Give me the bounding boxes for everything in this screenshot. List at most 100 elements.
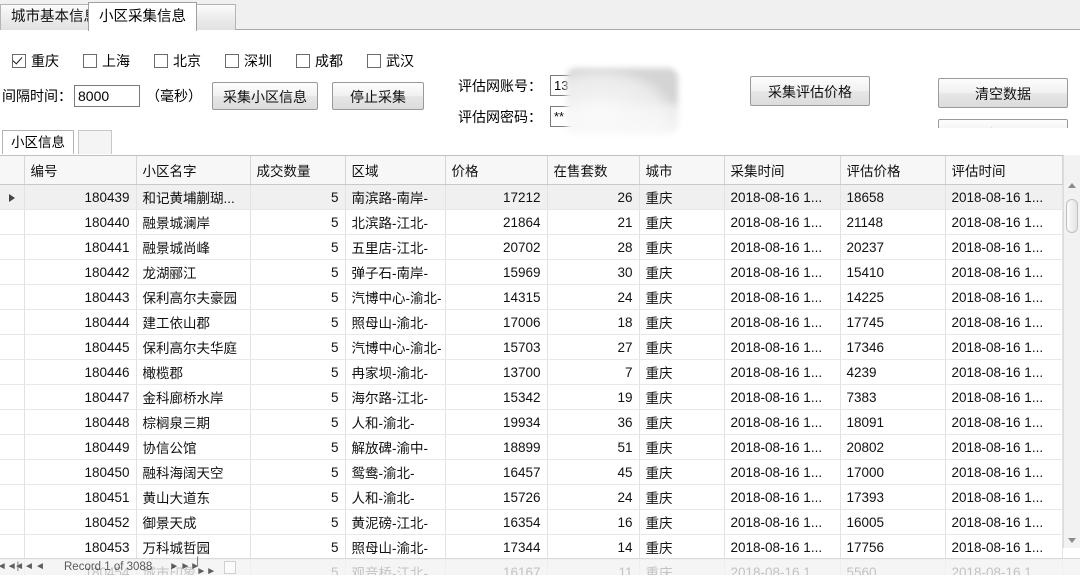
header-assess-price[interactable]: 评估价格	[840, 156, 946, 185]
cell-onsale[interactable]: 45	[547, 459, 640, 485]
nav-next-icon[interactable]: ►	[169, 561, 180, 572]
cell-id[interactable]: 180441	[24, 234, 137, 260]
cell-onsale[interactable]: 26	[547, 184, 640, 210]
cell-assess-time[interactable]: 2018-08-16 1...	[945, 484, 1063, 510]
cell-assess-time[interactable]: 2018-08-16 1...	[945, 409, 1063, 435]
checkbox-shanghai-box[interactable]	[83, 54, 97, 68]
cell-collect-time[interactable]: 2018-08-16 1...	[724, 434, 841, 460]
header-area[interactable]: 区域	[345, 156, 446, 185]
grid-tab-community-info[interactable]: 小区信息	[2, 130, 74, 154]
cell-name[interactable]: 金科廊桥水岸	[136, 384, 251, 410]
tab-community-collection-info[interactable]: 小区采集信息	[88, 2, 197, 31]
row-selector-cell[interactable]	[0, 409, 25, 435]
cell-city[interactable]: 重庆	[639, 184, 725, 210]
cell-collect-time[interactable]: 2018-08-16 1...	[724, 334, 841, 360]
cell-id[interactable]: 180443	[24, 284, 137, 310]
checkbox-wuhan-box[interactable]	[367, 54, 381, 68]
cell-id[interactable]: 180446	[24, 359, 137, 385]
cell-city[interactable]: 重庆	[639, 484, 725, 510]
nav-first-icon[interactable]: ◄◄|	[0, 561, 20, 572]
header-assess-time[interactable]: 评估时间	[945, 156, 1063, 185]
cell-assess-time[interactable]: 2018-08-16 1...	[945, 384, 1063, 410]
table-row[interactable]: 180452 御景天成 5 黄泥磅-江北- 16354 16 重庆 2018-08-16 1.…	[0, 509, 1063, 535]
cell-assess-price[interactable]: 20237	[840, 234, 946, 260]
row-selector-cell[interactable]	[0, 334, 25, 360]
cell-assess-price[interactable]: 4239	[840, 359, 946, 385]
cell-area[interactable]: 解放碑-渝中-	[345, 434, 446, 460]
cell-name[interactable]: 橄榄郡	[136, 359, 251, 385]
cell-deals[interactable]: 5	[250, 509, 346, 535]
cell-area[interactable]: 弹子石-南岸-	[345, 259, 446, 285]
row-selector-cell[interactable]	[0, 359, 25, 385]
cell-onsale[interactable]: 30	[547, 259, 640, 285]
cell-collect-time[interactable]: 2018-08-16 1...	[724, 259, 841, 285]
checkbox-shenzhen[interactable]: 深圳	[225, 51, 272, 71]
cell-area[interactable]: 五里店-江北-	[345, 234, 446, 260]
header-name[interactable]: 小区名字	[136, 156, 251, 185]
cell-area[interactable]: 照母山-渝北-	[345, 534, 446, 560]
row-selector-cell[interactable]	[0, 459, 25, 485]
cell-name[interactable]: 建工依山郡	[136, 309, 251, 335]
cell-deals[interactable]: 5	[250, 459, 346, 485]
header-id[interactable]: 编号	[24, 156, 137, 185]
cell-name[interactable]: 棕榈泉三期	[136, 409, 251, 435]
cell-collect-time[interactable]: 2018-08-16 1...	[724, 534, 841, 560]
table-row[interactable]: 180442 龙湖郦江 5 弹子石-南岸- 15969 30 重庆 2018-08-16 1.…	[0, 259, 1063, 285]
cell-assess-price[interactable]: 21148	[840, 209, 946, 235]
header-deals[interactable]: 成交数量	[250, 156, 346, 185]
cell-assess-time[interactable]: 2018-08-16 1...	[945, 184, 1063, 210]
cell-price[interactable]: 21864	[445, 209, 548, 235]
cell-deals[interactable]: 5	[250, 234, 346, 260]
checkbox-chengdu-box[interactable]	[296, 54, 310, 68]
table-row[interactable]: 180440 融景城澜岸 5 北滨路-江北- 21864 21 重庆 2018-08-16 1…	[0, 209, 1063, 235]
cell-price[interactable]: 16457	[445, 459, 548, 485]
cell-price[interactable]: 19934	[445, 409, 548, 435]
cell-assess-time[interactable]: 2018-08-16 1...	[945, 209, 1063, 235]
table-row[interactable]: 180445 保利高尔夫华庭 5 汽博中心-渝北- 15703 27 重庆 2018-08-1…	[0, 334, 1063, 360]
table-row[interactable]: 180446 橄榄郡 5 冉家坝-渝北- 13700 7 重庆 2018-08-16 1...…	[0, 359, 1063, 385]
row-selector-cell[interactable]	[0, 309, 25, 335]
cell-name[interactable]: 和记黄埔蒯瑚...	[136, 184, 251, 210]
cell-deals[interactable]: 5	[250, 434, 346, 460]
cell-assess-time[interactable]: 2018-08-16 1...	[945, 234, 1063, 260]
table-row[interactable]: 180448 棕榈泉三期 5 人和-渝北- 19934 36 重庆 2018-08-16 1.…	[0, 409, 1063, 435]
cell-deals[interactable]: 5	[250, 359, 346, 385]
cell-city[interactable]: 重庆	[639, 234, 725, 260]
table-row[interactable]: 180439 和记黄埔蒯瑚... 5 南滨路-南岸- 17212 26 重庆 2018-08-…	[0, 184, 1063, 210]
cell-deals[interactable]: 5	[250, 284, 346, 310]
cell-id[interactable]: 180445	[24, 334, 137, 360]
cell-area[interactable]: 南滨路-南岸-	[345, 184, 446, 210]
cell-price[interactable]: 14315	[445, 284, 548, 310]
checkbox-chongqing[interactable]: 重庆	[12, 51, 59, 71]
data-grid[interactable]: 编号 小区名字 成交数量 区域 价格 在售套数 城市 采集时间 评估价格 评估时…	[0, 155, 1080, 575]
cell-name[interactable]: 保利高尔夫豪园	[136, 284, 251, 310]
header-onsale[interactable]: 在售套数	[547, 156, 640, 185]
cell-price[interactable]: 15703	[445, 334, 548, 360]
checkbox-chengdu[interactable]: 成都	[296, 51, 343, 71]
cell-price[interactable]: 17006	[445, 309, 548, 335]
cell-name[interactable]: 融科海阔天空	[136, 459, 251, 485]
header-collect-time[interactable]: 采集时间	[724, 156, 841, 185]
cell-deals[interactable]: 5	[250, 334, 346, 360]
cell-area[interactable]: 北滨路-江北-	[345, 209, 446, 235]
cell-deals[interactable]: 5	[250, 484, 346, 510]
cell-city[interactable]: 重庆	[639, 334, 725, 360]
cell-onsale[interactable]: 18	[547, 309, 640, 335]
cell-city[interactable]: 重庆	[639, 209, 725, 235]
checkbox-beijing-box[interactable]	[154, 54, 168, 68]
cell-collect-time[interactable]: 2018-08-16 1...	[724, 409, 841, 435]
cell-id[interactable]: 180442	[24, 259, 137, 285]
nav-prev-icon[interactable]: ◄	[35, 561, 45, 572]
checkbox-chongqing-box[interactable]	[12, 54, 26, 68]
cell-assess-price[interactable]: 18091	[840, 409, 946, 435]
cell-deals[interactable]: 5	[250, 259, 346, 285]
cell-name[interactable]: 融景城澜岸	[136, 209, 251, 235]
row-selector-cell[interactable]	[0, 534, 25, 560]
row-selector-cell[interactable]	[0, 484, 25, 510]
cell-city[interactable]: 重庆	[639, 309, 725, 335]
cell-onsale[interactable]: 28	[547, 234, 640, 260]
cell-deals[interactable]: 5	[250, 384, 346, 410]
row-selector-cell[interactable]	[0, 284, 25, 310]
checkbox-beijing[interactable]: 北京	[154, 51, 201, 71]
cell-assess-time[interactable]: 2018-08-16 1...	[945, 334, 1063, 360]
